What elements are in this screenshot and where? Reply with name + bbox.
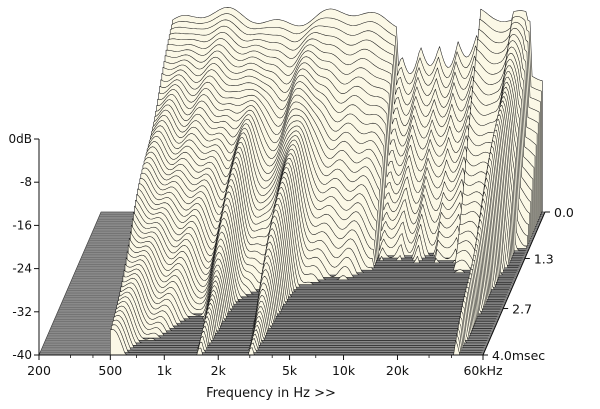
decay-slice [113,315,484,349]
x-tick-label: 500 [98,363,122,378]
x-tick-label: 200 [27,363,51,378]
x-tick-label: 60kHz [463,363,503,378]
y-tick-label: -16 [12,218,32,232]
decay-slices [110,7,543,356]
x-tick-label: 5k [282,363,298,378]
decay-slice [114,310,485,346]
y-tick-label: -8 [20,175,32,189]
x-tick-label: 20k [386,363,410,378]
z-tick-label: 4.0msec [492,348,545,363]
x-tick-label: 10k [332,363,356,378]
z-tick-label: 2.7 [512,302,532,317]
x-tick-label: 1k [157,363,173,378]
axes [34,138,550,360]
z-tick-label: 0.0 [554,205,574,220]
y-tick-label: -32 [12,305,32,319]
z-tick-label: 1.3 [534,251,554,266]
z-axis-line [482,211,546,356]
y-tick-label: 0dB [9,132,32,146]
decay-slice [112,319,483,351]
x-axis-title: Frequency in Hz >> [206,386,336,401]
decay-slice [115,305,486,344]
y-tick-label: -24 [12,262,32,276]
y-tick-label: -40 [12,348,32,362]
x-tick-label: 2k [211,363,227,378]
decay-slice [111,324,482,353]
